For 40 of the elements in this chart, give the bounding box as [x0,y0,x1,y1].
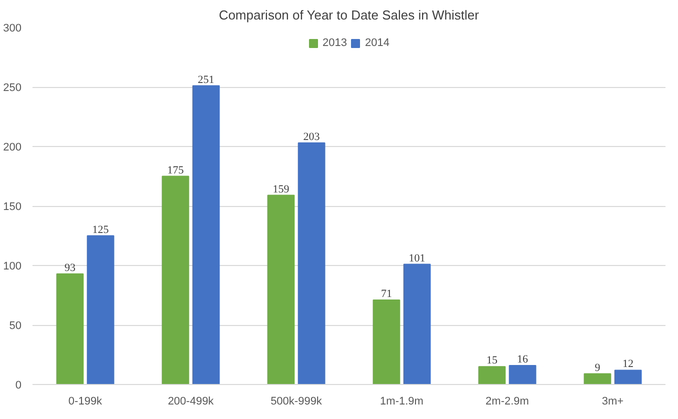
x-tick-label: 2m-2.9m [486,396,529,408]
data-label: 9 [594,362,601,374]
bar [508,364,536,384]
legend-label: 2014 [365,37,390,49]
y-tick-label: 100 [3,260,22,272]
bar [403,264,431,384]
data-label: 93 [64,262,76,274]
data-label: 15 [486,354,498,367]
chart-title: Comparison of Year to Date Sales in Whistler [218,8,480,22]
bar [298,142,326,384]
y-tick-label: 300 [3,22,22,34]
legend-label: 2013 [322,37,347,49]
bar [478,366,506,384]
data-label: 175 [167,164,184,176]
x-tick-label: 500k-999k [270,396,322,408]
x-tick-label: 1m-1.9m [380,396,424,408]
y-tick-label: 200 [3,142,22,154]
data-label: 71 [380,288,392,300]
bar [372,300,400,384]
x-tick-label: 0-199k [68,396,103,408]
y-tick-label: 150 [3,201,22,213]
bar [86,235,114,384]
y-tick-label: 250 [3,82,22,94]
bar [56,273,84,384]
data-label: 203 [303,130,320,143]
bar [584,373,612,384]
bar [267,194,295,384]
x-tick-label: 200-499k [168,396,214,408]
x-tick-label: 3m+ [602,396,624,408]
data-label: 101 [408,252,426,264]
data-label: 159 [272,183,290,196]
data-label: 251 [198,74,214,86]
data-label: 125 [92,224,110,236]
data-label: 16 [517,353,529,366]
y-tick-label: 0 [15,380,22,392]
bar [614,370,642,384]
y-tick-label: 50 [9,320,22,332]
bar [192,85,220,384]
data-label: 12 [622,358,634,370]
bar [162,176,190,384]
